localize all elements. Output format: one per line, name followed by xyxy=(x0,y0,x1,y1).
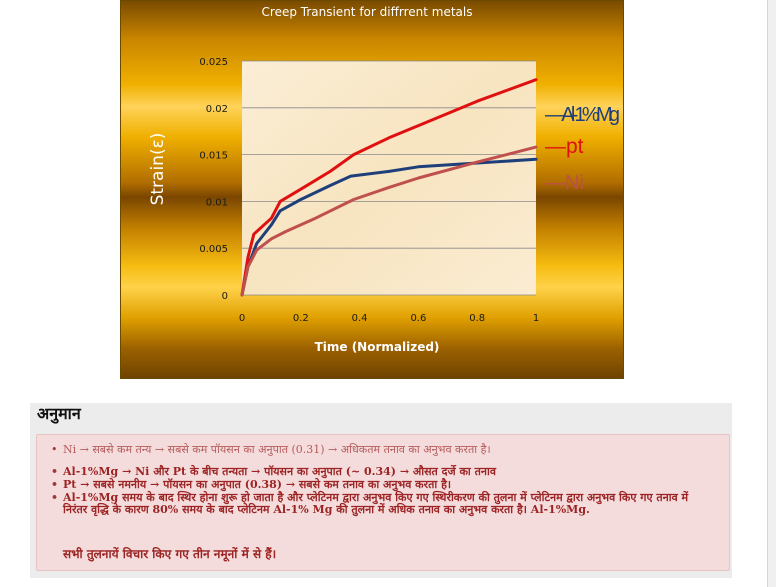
list-item: • Ni → सबसे कम तन्य → सबसे कम पॉयसन का अन… xyxy=(51,444,711,456)
bullet-icon: • xyxy=(51,491,59,504)
legend-entry: —Al-1%Mg xyxy=(545,104,620,126)
series-line-ni xyxy=(240,145,538,297)
y-tick-label: 0.015 xyxy=(199,151,228,162)
x-tick-label: 0.4 xyxy=(352,313,368,324)
x-tick-label: 0 xyxy=(239,313,245,324)
y-axis-label: Strain(ε) xyxy=(148,133,168,206)
bullet-icon: • xyxy=(51,465,59,478)
bullet-icon: • xyxy=(51,478,59,491)
chart-title: Creep Transient for diffrrent metals xyxy=(262,5,473,19)
conclusion-text: सभी तुलनायें विचार किए गए तीन नमूनों में… xyxy=(63,547,277,561)
x-tick-label: 0.8 xyxy=(469,313,485,324)
legend-entry: —pt xyxy=(545,135,584,158)
chart-frame: 0 0.005 0.01 0.015 0.02 0.025 0 0.2 0.4 0.6 0.8 1 —… xyxy=(120,0,624,379)
list-item-text: Pt → सबसे नमनीय → पॉयसन का अनुपात (0.38)… xyxy=(63,478,452,491)
list-item: • Al-1%Mg समय के बाद स्थिर होना शुरू हो ज… xyxy=(51,492,711,516)
bullet-icon: • xyxy=(51,443,58,456)
x-tick-label: 1 xyxy=(533,313,539,324)
x-tick-label: 0.2 xyxy=(293,313,309,324)
legend-entry: —Ni xyxy=(545,172,584,194)
y-tick-label: 0.005 xyxy=(199,244,228,255)
y-tick-label: 0.02 xyxy=(206,104,228,115)
plot-area xyxy=(242,61,536,295)
x-axis-label: Time (Normalized) xyxy=(315,340,440,354)
inference-panel: अनुमान • Ni → सबसे कम तन्य → सबसे कम पॉयस… xyxy=(30,403,732,578)
vertical-scrollbar[interactable] xyxy=(767,0,776,587)
y-tick-label: 0.01 xyxy=(206,197,228,208)
list-item-text: Al-1%Mg समय के बाद स्थिर होना शुरू हो जा… xyxy=(63,491,689,516)
y-tick-label: 0.025 xyxy=(199,57,228,68)
y-tick-label: 0 xyxy=(222,291,228,302)
list-item: • Al-1%Mg → Ni और Pt के बीच तन्यता → पॉयस… xyxy=(51,466,711,478)
list-item: • Pt → सबसे नमनीय → पॉयसन का अनुपात (0.38… xyxy=(51,479,711,491)
x-tick-label: 0.6 xyxy=(410,313,426,324)
creep-chart: 0 0.005 0.01 0.015 0.02 0.025 0 0.2 0.4 0.6 0.8 1 —… xyxy=(148,5,620,354)
series-line-pt xyxy=(240,78,538,297)
panel-title: अनुमान xyxy=(37,404,81,423)
list-item-text: Ni → सबसे कम तन्य → सबसे कम पॉयसन का अनु… xyxy=(63,443,491,456)
series-line-al-1-mg xyxy=(240,157,538,297)
inference-box: • Ni → सबसे कम तन्य → सबसे कम पॉयसन का अन… xyxy=(36,434,730,571)
list-item-text: Al-1%Mg → Ni और Pt के बीच तन्यता → पॉयसन… xyxy=(63,465,496,478)
